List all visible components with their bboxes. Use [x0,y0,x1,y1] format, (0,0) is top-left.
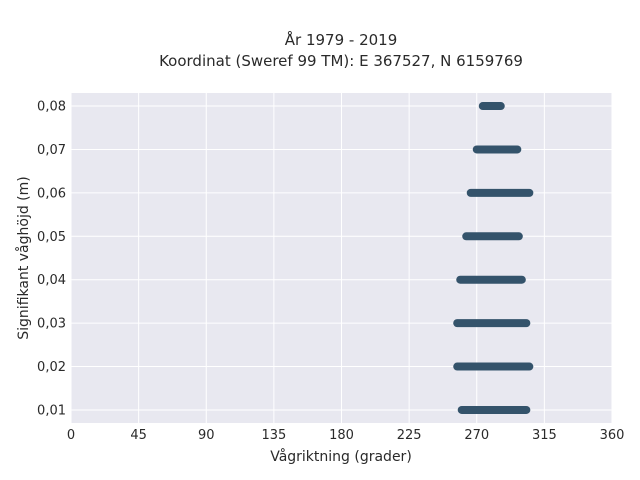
x-tick-label: 360 [600,428,625,443]
y-tick-label: 0,06 [37,186,66,201]
y-axis-ticks: 0,01 0,02 0,03 0,04 0,05 0,06 0,07 0,08 [37,100,66,419]
x-tick-label: 135 [261,428,286,443]
y-tick-label: 0,08 [37,100,66,115]
y-axis-label: Signifikant våghöjd (m) [15,176,32,339]
y-tick-label: 0,01 [37,403,66,418]
x-tick-label: 0 [67,428,75,443]
y-tick-label: 0,05 [37,230,66,245]
chart-subtitle: Koordinat (Sweref 99 TM): E 367527, N 61… [159,52,523,70]
x-axis-label: Vågriktning (grader) [270,448,412,465]
x-tick-label: 270 [464,428,489,443]
y-tick-label: 0,03 [37,317,66,332]
x-tick-label: 225 [397,428,422,443]
x-tick-label: 90 [198,428,215,443]
chart-title: År 1979 - 2019 [285,30,398,49]
y-tick-label: 0,02 [37,360,66,375]
x-axis-ticks: 0 45 90 135 180 225 270 315 360 [67,428,625,443]
x-tick-label: 315 [532,428,557,443]
y-tick-label: 0,04 [37,273,66,288]
data-marks [453,102,534,414]
x-tick-label: 180 [329,428,354,443]
y-tick-label: 0,07 [37,143,66,158]
x-tick-label: 45 [130,428,147,443]
